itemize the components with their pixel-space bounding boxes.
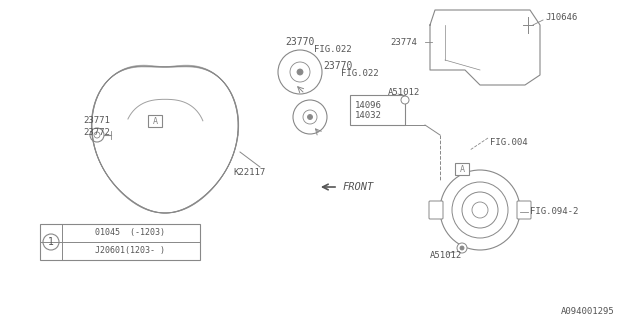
Text: 23772: 23772 [83,127,110,137]
Circle shape [290,62,310,82]
Text: K22117: K22117 [233,167,265,177]
Bar [350,95,405,125]
Bar [40,224,200,260]
Circle shape [401,96,409,104]
Text: 23774: 23774 [390,37,417,46]
Circle shape [43,234,59,250]
Text: 01045  (-1203): 01045 (-1203) [95,228,165,237]
Circle shape [452,182,508,238]
Circle shape [303,110,317,124]
Circle shape [297,69,303,75]
Text: A51012: A51012 [388,87,420,97]
Text: A094001295: A094001295 [561,308,615,316]
Circle shape [94,132,100,138]
Circle shape [440,170,520,250]
Text: J10646: J10646 [545,12,577,21]
Circle shape [90,128,104,142]
Text: FIG.022: FIG.022 [341,68,379,77]
Bar [148,115,162,127]
Text: FRONT: FRONT [342,182,374,192]
Text: A: A [152,116,157,125]
Circle shape [462,192,498,228]
Circle shape [278,50,322,94]
Text: FIG.022: FIG.022 [314,44,352,53]
Text: A51012: A51012 [430,251,462,260]
FancyBboxPatch shape [429,201,443,219]
Circle shape [457,243,467,253]
Bar [455,163,469,175]
Text: 14032: 14032 [355,110,382,119]
Circle shape [307,115,312,119]
Text: 1: 1 [48,237,54,247]
Text: FIG.004: FIG.004 [490,138,527,147]
Text: 14096: 14096 [355,100,382,109]
Text: 23770: 23770 [323,61,353,71]
Text: FIG.094-2: FIG.094-2 [530,207,579,217]
Circle shape [472,202,488,218]
FancyBboxPatch shape [517,201,531,219]
Text: J20601(1203- ): J20601(1203- ) [95,246,165,255]
Text: 23770: 23770 [285,37,315,47]
Circle shape [460,246,464,250]
Circle shape [293,100,327,134]
Text: A: A [460,164,465,173]
Text: 23771: 23771 [83,116,110,124]
